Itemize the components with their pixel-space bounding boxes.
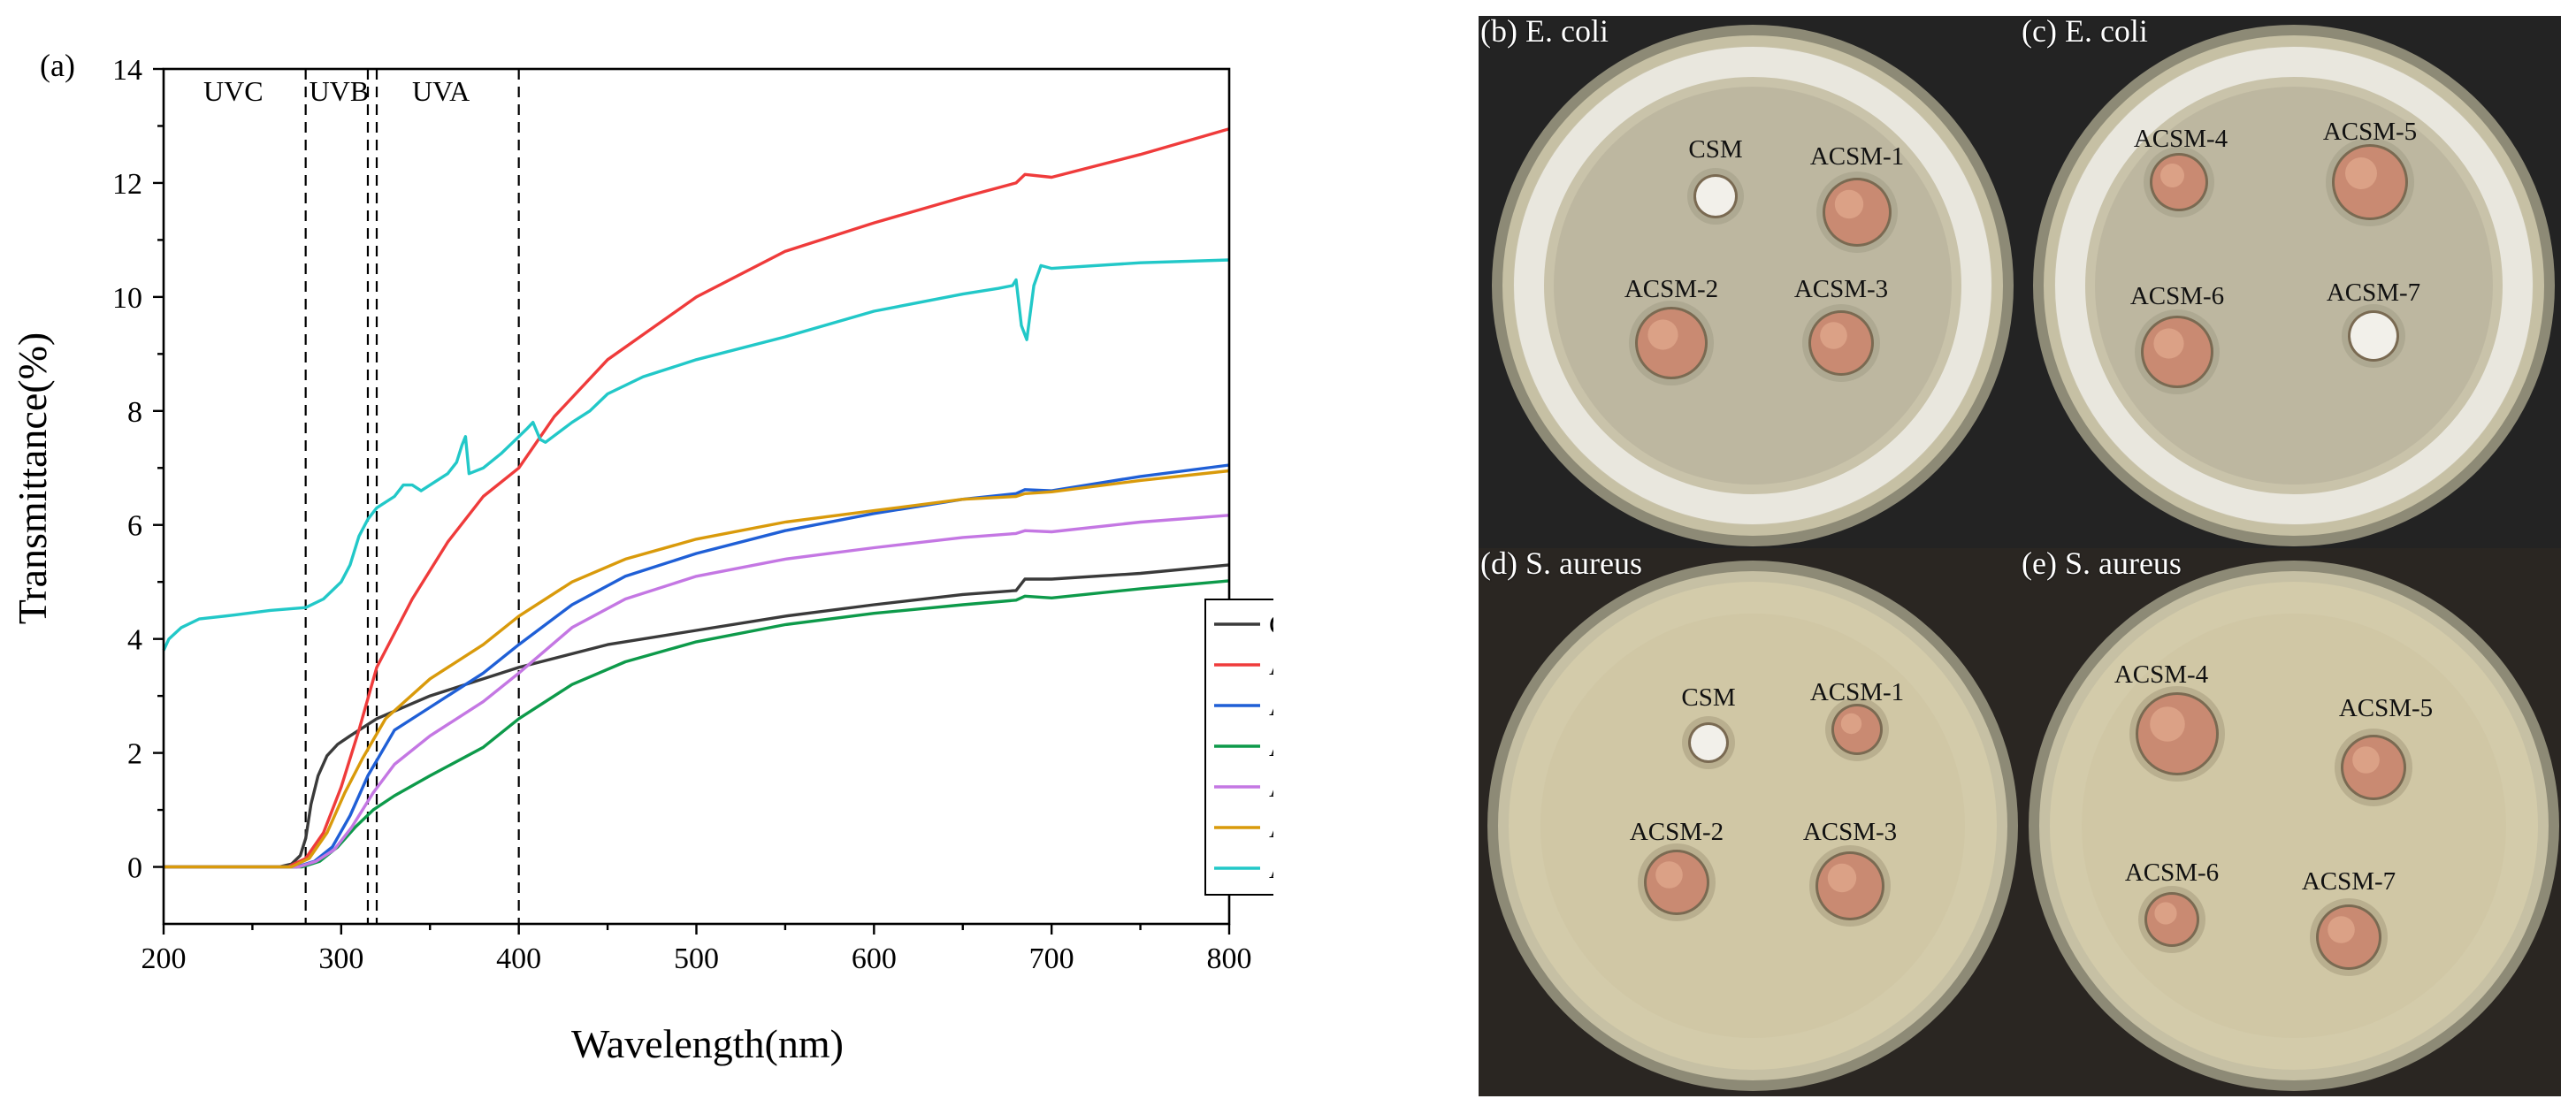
legend-label: ACSM-3: [1269, 730, 1273, 762]
agar-center: [1540, 614, 1965, 1038]
petri-dish-c: ACSM-4 ACSM-5 ACSM-6 ACSM-7: [2020, 16, 2561, 548]
sample-label: ACSM-1: [1810, 142, 1904, 171]
legend-label: CSM: [1269, 608, 1273, 640]
petri-photo-c: ACSM-4 ACSM-5 ACSM-6 ACSM-7 (c) E. coli: [2020, 16, 2561, 548]
disc-highlight: [1647, 319, 1678, 350]
disc-highlight: [1820, 322, 1847, 349]
sample-disc: [2351, 313, 2396, 359]
legend-label: ACSM-1: [1269, 649, 1273, 681]
uv-band-label: UVB: [310, 75, 370, 107]
bacterial-lawn: [1514, 47, 1991, 524]
disc-highlight: [1655, 861, 1683, 889]
disc-highlight: [1827, 863, 1857, 893]
sample-label: ACSM-5: [2339, 694, 2433, 722]
petri-photo-d: CSM ACSM-1 ACSM-2 ACSM-3 (d) S. aureus: [1479, 548, 2020, 1096]
uv-band-dividers: [304, 69, 520, 924]
y-tick-label: 10: [112, 282, 142, 315]
disc-highlight: [2328, 916, 2355, 943]
chart-legend: CSM ACSM-1 ACSM-2 ACSM-3 ACSM-4 ACSM-5 ACSM-6: [1204, 599, 1273, 896]
x-tick-label: 600: [852, 942, 897, 975]
uv-band-label: UVC: [203, 75, 264, 107]
legend-label: ACSM-2: [1269, 690, 1273, 721]
x-tick-label: 400: [496, 942, 541, 975]
x-tick-label: 500: [674, 942, 719, 975]
sample-label: ACSM-5: [2323, 118, 2417, 146]
disc-highlight: [1840, 713, 1862, 735]
photo-c-label: (c) E. coli: [2022, 16, 2148, 49]
y-tick-label: 12: [112, 168, 142, 201]
series-line-acsm-4: [164, 514, 1230, 869]
bacterial-lawn: [2055, 47, 2533, 524]
series-line-acsm-1: [164, 127, 1230, 869]
x-tick-label: 300: [318, 942, 363, 975]
y-tick-label: 14: [112, 54, 142, 87]
x-axis-title: Wavelength(nm): [571, 1021, 844, 1066]
y-tick-label: 4: [127, 624, 142, 657]
series-line-acsm-2: [164, 463, 1230, 869]
series-line-acsm-6: [162, 258, 1230, 652]
sample-label: ACSM-6: [2130, 282, 2224, 310]
sample-label: ACSM-6: [2125, 858, 2219, 887]
chart-ticks: 200 300 400 500 600 700 800 0 2 4 6 8 10 12 14: [112, 54, 1252, 975]
y-tick-label: 6: [127, 510, 142, 543]
sample-label: ACSM-3: [1803, 818, 1897, 846]
uv-band-label: UVA: [412, 75, 470, 107]
petri-photo-b: CSM ACSM-1 ACSM-2 ACSM-3 (b) E. coli: [1479, 16, 2020, 548]
series-line-csm: [164, 563, 1230, 869]
sample-label: ACSM-3: [1794, 275, 1888, 303]
disc-highlight: [2150, 706, 2185, 742]
legend-label: ACSM-6: [1269, 852, 1273, 884]
series-line-acsm-5: [164, 469, 1230, 869]
x-tick-label: 700: [1029, 942, 1074, 975]
disc-highlight: [2153, 328, 2184, 359]
uv-band-labels: UVC UVB UVA: [203, 75, 470, 107]
x-tick-label: 800: [1207, 942, 1252, 975]
disc-highlight: [1834, 189, 1864, 219]
sample-label: ACSM-1: [1810, 678, 1904, 706]
photo-d-label: (d) S. aureus: [1480, 548, 1642, 581]
sample-disc: [1691, 725, 1726, 760]
disc-highlight: [2352, 746, 2380, 774]
petri-dish-e: ACSM-4 ACSM-5 ACSM-6 ACSM-7: [2020, 548, 2561, 1096]
sample-label: ACSM-7: [2302, 867, 2396, 896]
photo-e-label: (e) S. aureus: [2022, 548, 2182, 581]
y-tick-label: 0: [127, 852, 142, 885]
sample-label: CSM: [1681, 683, 1735, 712]
y-tick-label: 8: [127, 396, 142, 429]
panel-a-label: (a): [40, 48, 75, 83]
y-axis-title: Transmittance(%): [10, 332, 55, 624]
sample-label: ACSM-7: [2327, 278, 2420, 307]
petri-dish-b: CSM ACSM-1 ACSM-2 ACSM-3: [1479, 16, 2020, 548]
sample-disc: [1696, 177, 1735, 216]
sample-label: CSM: [1688, 135, 1742, 164]
plot-frame: [162, 67, 1231, 926]
disc-highlight: [2154, 902, 2177, 925]
sample-label: ACSM-2: [1624, 275, 1718, 303]
x-tick-label: 200: [141, 942, 187, 975]
sample-label: ACSM-4: [2114, 660, 2209, 689]
legend-label: ACSM-4: [1269, 771, 1273, 803]
y-tick-label: 2: [127, 738, 142, 771]
series-line-acsm-3: [164, 579, 1230, 869]
disc-highlight: [2345, 157, 2377, 189]
legend-label: ACSM-5: [1269, 812, 1273, 843]
disc-highlight: [2160, 164, 2184, 187]
transmittance-chart: (a) UVC UVB UVA 200 300 400 500 600 700 800 0 2 4 6 8…: [10, 48, 1273, 1066]
sample-label: ACSM-4: [2134, 125, 2228, 153]
sample-label: ACSM-2: [1630, 818, 1724, 846]
petri-photo-e: ACSM-4 ACSM-5 ACSM-6 ACSM-7 (e) S. aureus: [2020, 548, 2561, 1096]
chart-axes: [162, 67, 1231, 926]
series-lines: [162, 127, 1230, 869]
petri-dish-d: CSM ACSM-1 ACSM-2 ACSM-3: [1479, 548, 2020, 1096]
photo-b-label: (b) E. coli: [1480, 16, 1609, 49]
